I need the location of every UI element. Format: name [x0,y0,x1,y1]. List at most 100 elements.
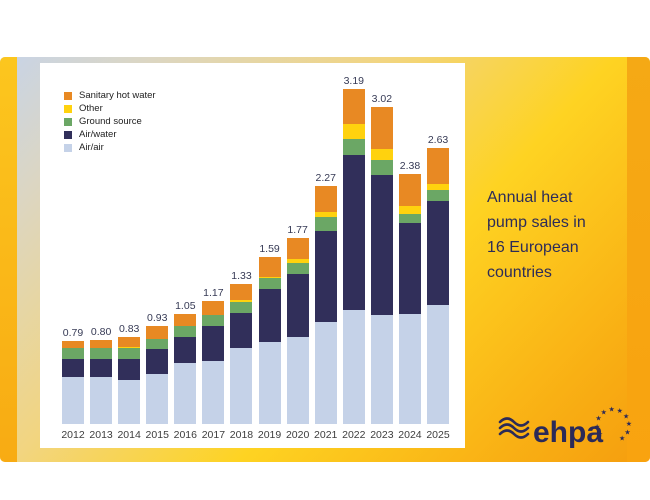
legend-swatch-icon [64,130,72,139]
legend-label: Air/air [79,142,104,153]
bar-segment [230,348,253,424]
x-axis-label: 2025 [426,429,450,441]
legend-label: Other [79,103,103,114]
bar-total-label: 1.59 [259,243,280,255]
svg-text:★: ★ [594,423,600,431]
bar-segment [398,174,421,206]
bar-segment [398,214,421,224]
bar-segment [230,302,253,313]
bar-total-label: 2.63 [427,133,449,146]
bar-segment [370,314,393,424]
bar-segment [370,148,393,161]
bar-segment [118,348,141,359]
bar-segment [62,376,84,424]
legend-label: Ground source [79,116,142,127]
legend-label: Sanitary hot water [79,90,156,101]
legend-item: Air/air [64,141,156,154]
eu-stars-icon: ★ ★ ★ ★ ★ ★ ★ ★ ★ ★ [594,406,632,443]
bar-segment [314,185,337,212]
bar-segment [62,340,84,349]
legend-item: Ground source [64,115,156,128]
x-axis-label: 2016 [173,429,197,441]
legend-swatch-icon [64,117,72,126]
bar-2021 [314,185,337,424]
bar-segment [286,263,309,274]
bar-segment [427,147,450,184]
bar-segment [174,336,197,364]
svg-text:★: ★ [601,408,607,416]
bar-2014 [118,336,141,424]
bar-segment [174,326,197,337]
bar-segment [427,201,450,306]
bar-segment [146,326,169,339]
bar-segment [62,358,84,377]
bar-segment [62,348,84,359]
bar-segment [342,123,365,140]
bar-2020 [286,238,309,424]
legend-swatch-icon [64,104,72,113]
slide-background: 0.79 2012 0.80 2013 0.83 2014 0.93 2015 1.05 2016… [0,57,650,462]
bar-segment [258,288,281,343]
svg-text:★: ★ [597,431,603,439]
ehpa-logo: ehpa ★ ★ ★ ★ ★ ★ ★ ★ ★ ★ [497,402,643,450]
bar-segment [202,326,225,361]
bar-segment [202,301,225,315]
x-axis-label: 2014 [117,429,141,441]
left-accent-bar [0,57,17,462]
x-axis-label: 2019 [257,429,282,441]
bar-2024 [398,174,421,424]
bar-segment [286,273,309,337]
svg-text:★: ★ [619,435,625,443]
bar-total-label: 0.93 [147,312,168,325]
title-line: pump sales in [487,214,586,231]
bar-segment [118,358,141,380]
bar-total-label: 0.80 [90,326,112,338]
svg-text:★: ★ [623,412,629,420]
legend: Sanitary hot water Other Ground source Air/… [64,89,156,154]
legend-swatch-icon [64,143,72,152]
svg-text:★: ★ [595,415,601,423]
x-axis-label: 2018 [229,429,254,441]
bar-segment [146,338,169,350]
bar-segment [314,217,337,231]
bar-segment [342,155,365,310]
bar-total-label: 2.38 [399,160,421,173]
legend-item: Other [64,102,156,115]
svg-text:★: ★ [617,407,623,415]
bar-2012 [62,340,84,424]
bar-segment [258,278,281,289]
bar-2018 [230,284,253,424]
x-axis-label: 2023 [370,429,394,441]
bar-2019 [258,257,281,424]
legend-swatch-icon [64,91,72,100]
bar-segment [230,284,253,301]
wave-icon [498,417,530,439]
bar-total-label: 3.02 [371,92,393,105]
title-line: 16 European [487,239,579,256]
page-title: Annual heat pump sales in 16 European co… [487,185,642,285]
bar-segment [427,305,450,424]
bar-segment [314,230,337,323]
title-line: countries [487,264,552,281]
svg-text:★: ★ [624,428,630,436]
x-axis-label: 2012 [61,429,85,441]
title-line: Annual heat [487,189,573,206]
bar-segment [370,106,393,149]
bar-segment [258,257,281,277]
bar-segment [202,314,225,327]
bar-total-label: 1.33 [231,270,252,283]
x-axis-label: 2022 [342,429,366,441]
bar-segment [174,363,197,424]
bar-total-label: 1.17 [203,287,224,300]
bar-segment [398,313,421,424]
bar-segment [342,139,365,156]
x-axis-label: 2017 [201,429,226,441]
bar-segment [427,183,450,190]
legend-label: Air/water [79,129,117,140]
bar-segment [146,373,169,424]
x-axis-label: 2020 [285,429,310,441]
bar-2025 [427,147,450,424]
bar-segment [286,238,309,260]
bar-segment [230,312,253,349]
bar-segment [370,175,393,315]
